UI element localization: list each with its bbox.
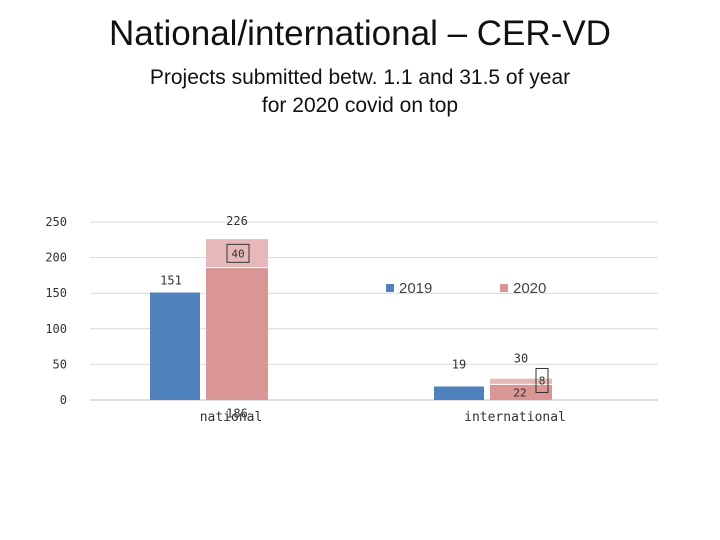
data-label-2020-total-international: 30: [514, 352, 528, 366]
bar-2019-national: [150, 292, 200, 400]
data-label-2020-base-international: 22: [513, 386, 526, 399]
data-label-box: [535, 367, 549, 393]
y-tick-label: 200: [45, 251, 67, 265]
data-label-2020-top-international: 8: [539, 374, 546, 387]
y-tick-label: 250: [45, 215, 67, 229]
legend-swatch-2020: [500, 284, 508, 292]
data-label-2020-total-national: 226: [226, 214, 248, 228]
y-tick-label: 50: [53, 357, 67, 371]
bar-2020-top-international: [490, 378, 552, 385]
x-tick-label-international: international: [464, 410, 566, 425]
chart-subtitle-line-1: Projects submitted betw. 1.1 and 31.5 of…: [149, 66, 571, 89]
legend-label-2020: 2020: [513, 280, 546, 297]
y-tick-label: 100: [45, 322, 67, 336]
bar-2019-international: [434, 386, 484, 400]
chart-subtitle-line-2: for 2020 covid on top: [261, 94, 459, 117]
data-label-2020-base-national: 186: [226, 407, 248, 421]
x-tick-label-national: national: [200, 410, 263, 425]
data-label-box: [226, 243, 250, 263]
data-label-2019-international: 19: [452, 357, 466, 371]
y-tick-label: 150: [45, 286, 67, 300]
legend-swatch-2019: [386, 284, 394, 292]
y-tick-label: 0: [60, 393, 67, 407]
data-label-2020-top-national: 40: [231, 247, 244, 260]
legend-label-2019: 2019: [399, 280, 432, 297]
bar-2020-base-national: [206, 267, 268, 400]
data-label-2019-national: 151: [160, 273, 182, 287]
slide-title: National/international – CER-VD: [109, 14, 611, 53]
